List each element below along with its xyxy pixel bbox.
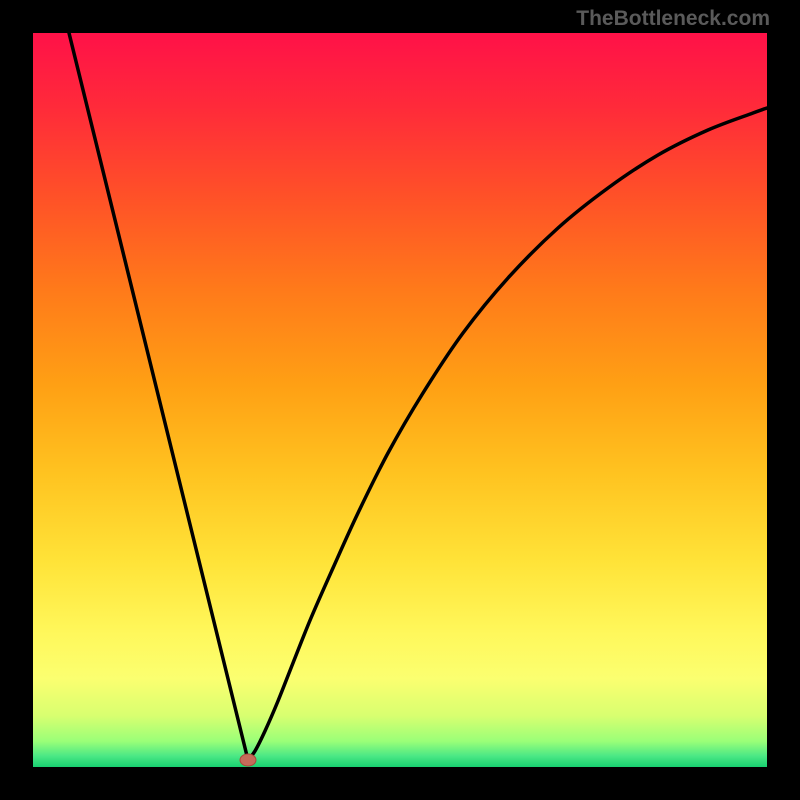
gradient-background xyxy=(33,33,767,767)
chart-container: TheBottleneck.com xyxy=(0,0,800,800)
plot-area xyxy=(33,33,767,767)
watermark-text: TheBottleneck.com xyxy=(576,7,770,31)
